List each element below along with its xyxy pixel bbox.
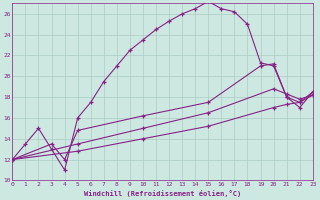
X-axis label: Windchill (Refroidissement éolien,°C): Windchill (Refroidissement éolien,°C) (84, 190, 241, 197)
